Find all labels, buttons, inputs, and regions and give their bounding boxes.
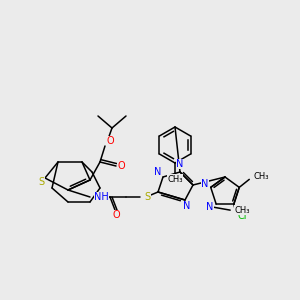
Text: CH₃: CH₃ (167, 175, 183, 184)
Text: O: O (112, 210, 120, 220)
Text: N: N (206, 202, 214, 212)
Text: O: O (117, 161, 125, 171)
Text: CH₃: CH₃ (234, 206, 250, 214)
Text: S: S (38, 177, 44, 187)
Text: N: N (183, 201, 191, 211)
Text: N: N (201, 179, 208, 189)
Text: CH₃: CH₃ (254, 172, 269, 181)
Text: N: N (154, 167, 162, 177)
Text: O: O (106, 136, 114, 146)
Text: S: S (144, 192, 150, 202)
Text: N: N (176, 159, 184, 169)
Text: NH: NH (94, 192, 109, 202)
Text: Cl: Cl (237, 211, 247, 221)
